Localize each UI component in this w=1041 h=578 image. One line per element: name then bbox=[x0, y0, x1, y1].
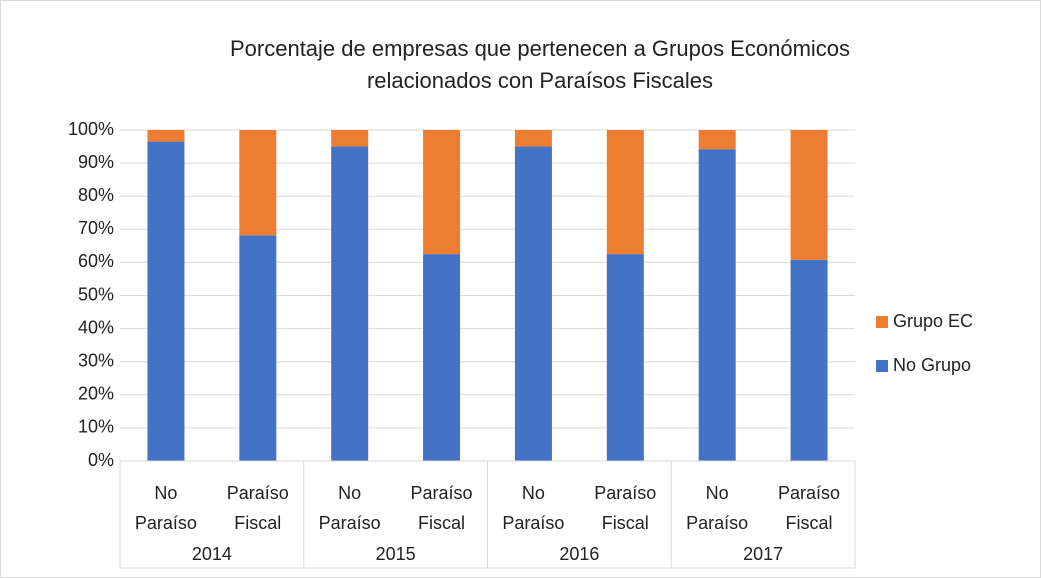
bar-segment bbox=[147, 141, 185, 461]
x-tick-label-line: Fiscal bbox=[602, 513, 649, 533]
legend-swatch bbox=[876, 360, 888, 372]
y-tick-label: 30% bbox=[78, 350, 114, 370]
y-tick-label: 40% bbox=[78, 317, 114, 337]
x-tick-label-line: Paraíso bbox=[319, 513, 381, 533]
x-tick-label: Paraíso Fiscal bbox=[411, 483, 473, 533]
x-tick-label-line: Paraíso bbox=[411, 483, 473, 503]
group-label: 2015 bbox=[376, 544, 416, 564]
x-tick-label-line: No bbox=[706, 483, 729, 503]
bar-segment bbox=[331, 146, 369, 462]
bar-segment bbox=[514, 146, 552, 462]
x-tick-label-line: Fiscal bbox=[234, 513, 281, 533]
chart-title: Porcentaje de empresas que pertenecen a … bbox=[230, 36, 850, 61]
bar-segment bbox=[698, 149, 736, 461]
group-label: 2017 bbox=[743, 544, 783, 564]
x-tick-label-line: Paraíso bbox=[686, 513, 748, 533]
legend-swatch bbox=[876, 316, 888, 328]
y-tick-label: 20% bbox=[78, 384, 114, 404]
group-label: 2016 bbox=[559, 544, 599, 564]
chart-title: relacionados con Paraísos Fiscales bbox=[367, 68, 713, 93]
bar-segment bbox=[606, 130, 644, 255]
bar-segment bbox=[698, 130, 736, 150]
x-tick-label: Paraíso Fiscal bbox=[227, 483, 289, 533]
x-tick-label: No Paraíso bbox=[502, 483, 564, 533]
y-tick-label: 10% bbox=[78, 417, 114, 437]
x-tick-label-line: Fiscal bbox=[418, 513, 465, 533]
x-tick-label: No Paraíso bbox=[319, 483, 381, 533]
legend-label: No Grupo bbox=[893, 355, 971, 375]
bar-segment bbox=[606, 254, 644, 461]
x-tick-label-line: No bbox=[154, 483, 177, 503]
x-tick-label: Paraíso Fiscal bbox=[778, 483, 840, 533]
x-tick-label-line: Paraíso bbox=[227, 483, 289, 503]
x-tick-label-line: No bbox=[338, 483, 361, 503]
y-tick-label: 100% bbox=[68, 119, 114, 139]
x-tick-label: Paraíso Fiscal bbox=[594, 483, 656, 533]
bar-segment bbox=[331, 130, 369, 147]
bar-segment bbox=[790, 130, 828, 260]
y-tick-label: 0% bbox=[88, 450, 114, 470]
y-tick-label: 80% bbox=[78, 185, 114, 205]
x-tick-label-line: Paraíso bbox=[778, 483, 840, 503]
legend-label: Grupo EC bbox=[893, 311, 973, 331]
bar-segment bbox=[147, 130, 185, 142]
bar-segment bbox=[514, 130, 552, 147]
x-tick-label: No Paraíso bbox=[135, 483, 197, 533]
x-tick-label-line: Paraíso bbox=[502, 513, 564, 533]
y-tick-label: 90% bbox=[78, 152, 114, 172]
x-tick-label-line: Paraíso bbox=[594, 483, 656, 503]
x-tick-label-line: No bbox=[522, 483, 545, 503]
y-tick-label: 50% bbox=[78, 284, 114, 304]
y-tick-label: 70% bbox=[78, 218, 114, 238]
bar-segment bbox=[790, 259, 828, 461]
bar-segment bbox=[239, 235, 277, 461]
bar-segment bbox=[239, 130, 277, 236]
x-tick-label: No Paraíso bbox=[686, 483, 748, 533]
bar-segment bbox=[423, 130, 461, 255]
bar-segment bbox=[423, 254, 461, 461]
x-tick-label-line: Paraíso bbox=[135, 513, 197, 533]
x-tick-label-line: Fiscal bbox=[786, 513, 833, 533]
group-label: 2014 bbox=[192, 544, 232, 564]
y-tick-label: 60% bbox=[78, 251, 114, 271]
